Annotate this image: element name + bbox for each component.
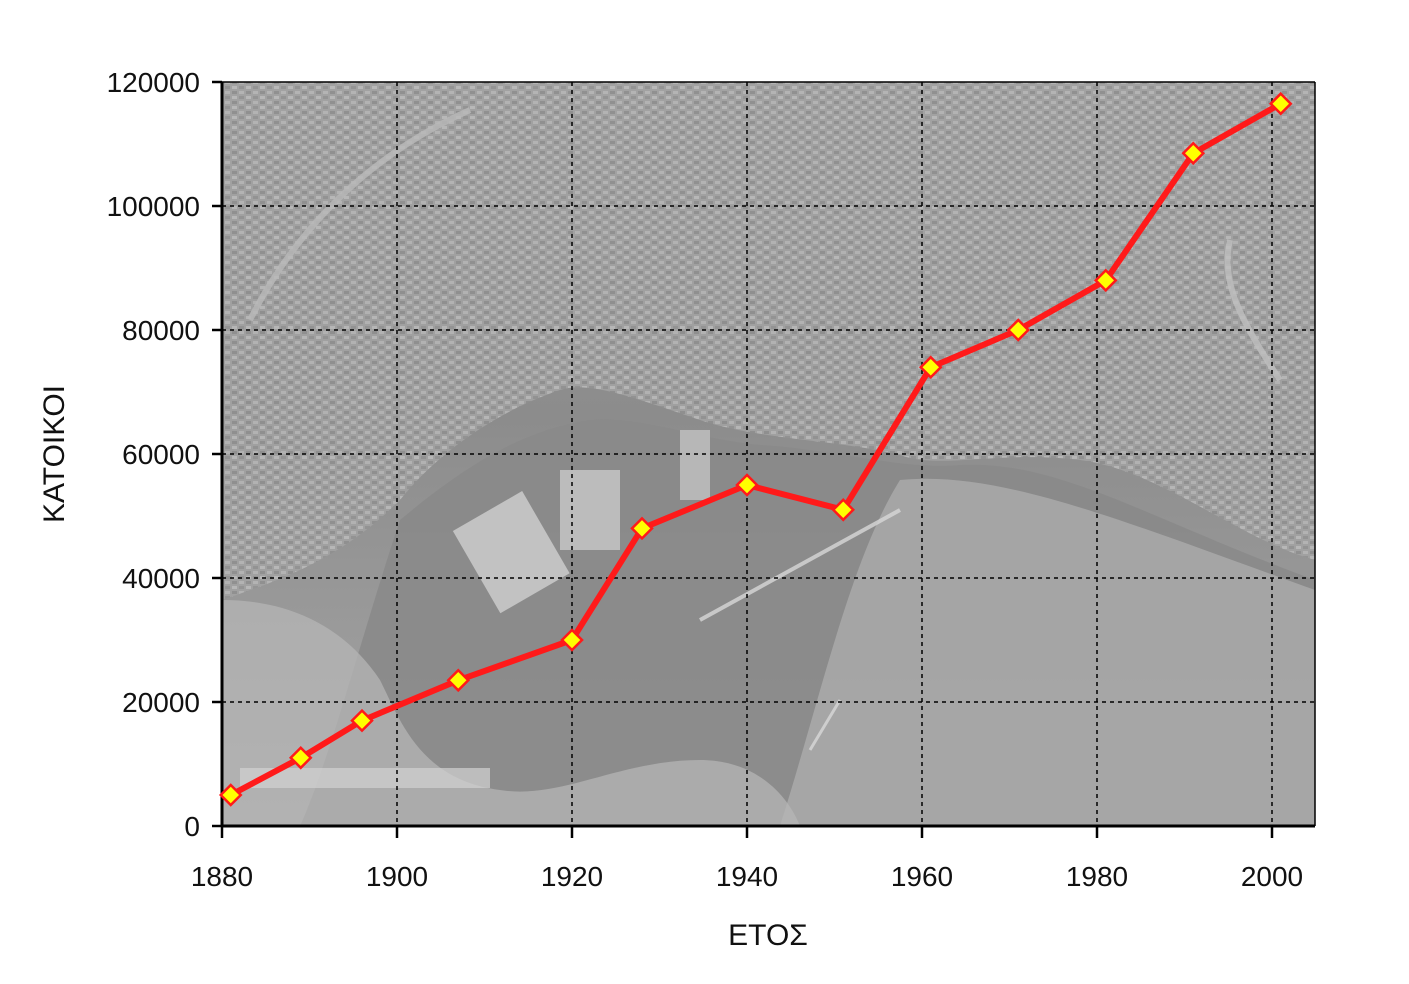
axis-ticks: 0 20000 40000 60000 80000 100000 120000 1880 190… (107, 67, 1304, 892)
y-tick-label: 0 (184, 811, 200, 842)
y-tick-label: 100000 (107, 191, 200, 222)
x-tick-label: 1880 (191, 861, 253, 892)
data-point-marker (218, 783, 243, 807)
data-point-marker (446, 668, 471, 693)
x-tick-label: 1980 (1066, 861, 1128, 892)
y-tick-label: 20000 (122, 687, 200, 718)
data-point-marker (1181, 141, 1206, 166)
x-tick-label: 1960 (891, 861, 953, 892)
data-point-marker (630, 516, 654, 541)
data-point-marker (560, 628, 584, 652)
grid-lines (222, 82, 1315, 826)
data-point-marker (350, 708, 374, 733)
data-series (218, 91, 1293, 807)
data-point-marker (1093, 268, 1118, 293)
y-tick-label: 120000 (107, 67, 200, 98)
data-point-marker (918, 355, 943, 379)
y-tick-label: 80000 (122, 315, 200, 346)
y-axis-title: ΚΑΤΟΙΚΟΙ (38, 385, 71, 523)
data-point-marker (288, 746, 313, 770)
x-axis-title: ΕΤΟΣ (728, 919, 808, 952)
data-point-marker (831, 498, 856, 522)
y-tick-label: 40000 (122, 563, 200, 594)
x-tick-label: 1940 (716, 861, 778, 892)
data-point-marker (1268, 91, 1293, 116)
x-tick-label: 1920 (541, 861, 603, 892)
x-tick-label: 2000 (1241, 861, 1303, 892)
data-point-marker (735, 473, 759, 497)
data-point-marker (1006, 318, 1031, 342)
y-tick-label: 60000 (122, 439, 200, 470)
x-tick-label: 1900 (366, 861, 428, 892)
